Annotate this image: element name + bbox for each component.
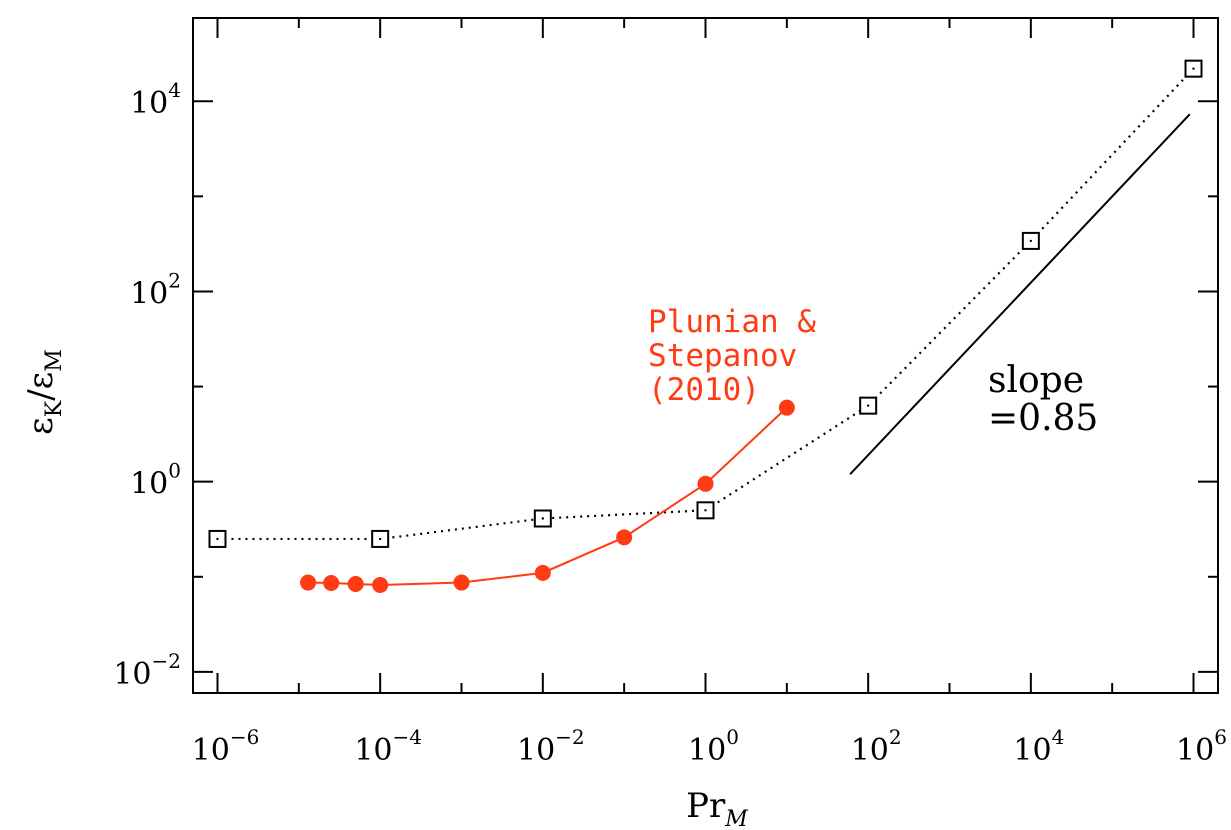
plot-frame [192,17,1219,694]
y-axis-title-symbol1: ε [21,417,61,435]
x-tick-base: 10 [1176,733,1214,768]
x-tick-exponent: −4 [393,725,422,749]
slope-annotation: slope =0.85 [988,360,1098,439]
data-point-circle [323,575,340,592]
data-point-square-center [1029,239,1033,243]
x-axis-title: PrM [686,786,748,830]
y-axis-title-symbol2: ε [21,372,61,390]
x-tick-labels: 10−6 10−4 10−2 100 102 104 106 [192,725,1227,768]
y-tick-base: 10 [130,86,168,121]
x-tick-base: 10 [851,733,889,768]
y-tick-label: 104 [130,78,181,121]
x-axis-title-sub: M [724,807,748,830]
y-axis-title-slash: / [21,389,61,401]
x-tick-exponent: −6 [230,725,259,749]
y-axis-title-sub2: M [42,349,67,372]
data-point-circle [347,575,364,592]
y-tick-base: 10 [113,657,151,692]
x-tick-label: 10−2 [517,725,585,768]
data-point-square-center [378,537,382,541]
x-tick-label: 104 [1013,725,1064,768]
x-tick-label: 10−6 [192,725,260,768]
data-point-circle [372,576,389,593]
reference-annotation-line3: (2010) [648,372,760,408]
series-group [208,59,1203,593]
x-tick-exponent: 2 [889,725,902,749]
y-tick-exponent: −2 [152,649,181,673]
x-tick-label: 100 [688,725,739,768]
reference-annotation-line2: Stepanov [648,338,797,374]
y-tick-label: 102 [130,268,181,311]
data-point-circle [697,475,714,492]
y-tick-label: 100 [130,459,181,502]
x-tick-base: 10 [354,733,392,768]
y-tick-exponent: 0 [168,459,181,483]
y-tick-base: 10 [130,276,168,311]
y-axis-title-sub1: K [42,400,67,417]
data-point-square-center [216,537,219,541]
data-point-circle [453,574,470,591]
reference-slope-line-group [849,113,1191,475]
x-axis-title-main: Pr [686,786,726,826]
data-point-circle [534,564,551,581]
reference-annotation-line1: Plunian & [648,304,816,340]
data-point-circle [616,529,633,546]
reference-annotation: Plunian & Stepanov (2010) [648,304,816,408]
x-tick-exponent: 4 [1052,725,1065,749]
y-tick-exponent: 4 [168,78,181,102]
y-axis-title: εK/εM [21,349,67,435]
data-point-circle [778,399,795,416]
x-tick-base: 10 [1013,733,1051,768]
minor-ticks [193,18,1218,693]
series-line-1 [308,406,788,586]
x-tick-label: 102 [851,725,902,768]
x-tick-label: 10−4 [354,725,422,768]
y-tick-exponent: 2 [168,268,181,292]
x-tick-exponent: −2 [555,725,584,749]
y-tick-base: 10 [130,467,168,502]
x-tick-exponent: 6 [1214,725,1227,749]
y-tick-label: 10−2 [113,649,181,692]
data-point-square-center [866,404,870,407]
x-tick-label: 106 [1176,725,1227,768]
major-ticks [193,18,1218,693]
slope-annotation-line1: slope [988,360,1084,401]
x-tick-base: 10 [688,733,726,768]
x-tick-exponent: 0 [726,725,739,749]
slope-annotation-line2: =0.85 [988,398,1098,439]
data-point-circle [300,574,317,591]
x-tick-base: 10 [517,733,555,768]
data-point-square-center [704,509,707,512]
x-tick-base: 10 [192,733,230,768]
data-point-square-center [541,517,545,520]
data-point-square-center [1192,67,1195,70]
reference-slope-line [849,113,1191,475]
